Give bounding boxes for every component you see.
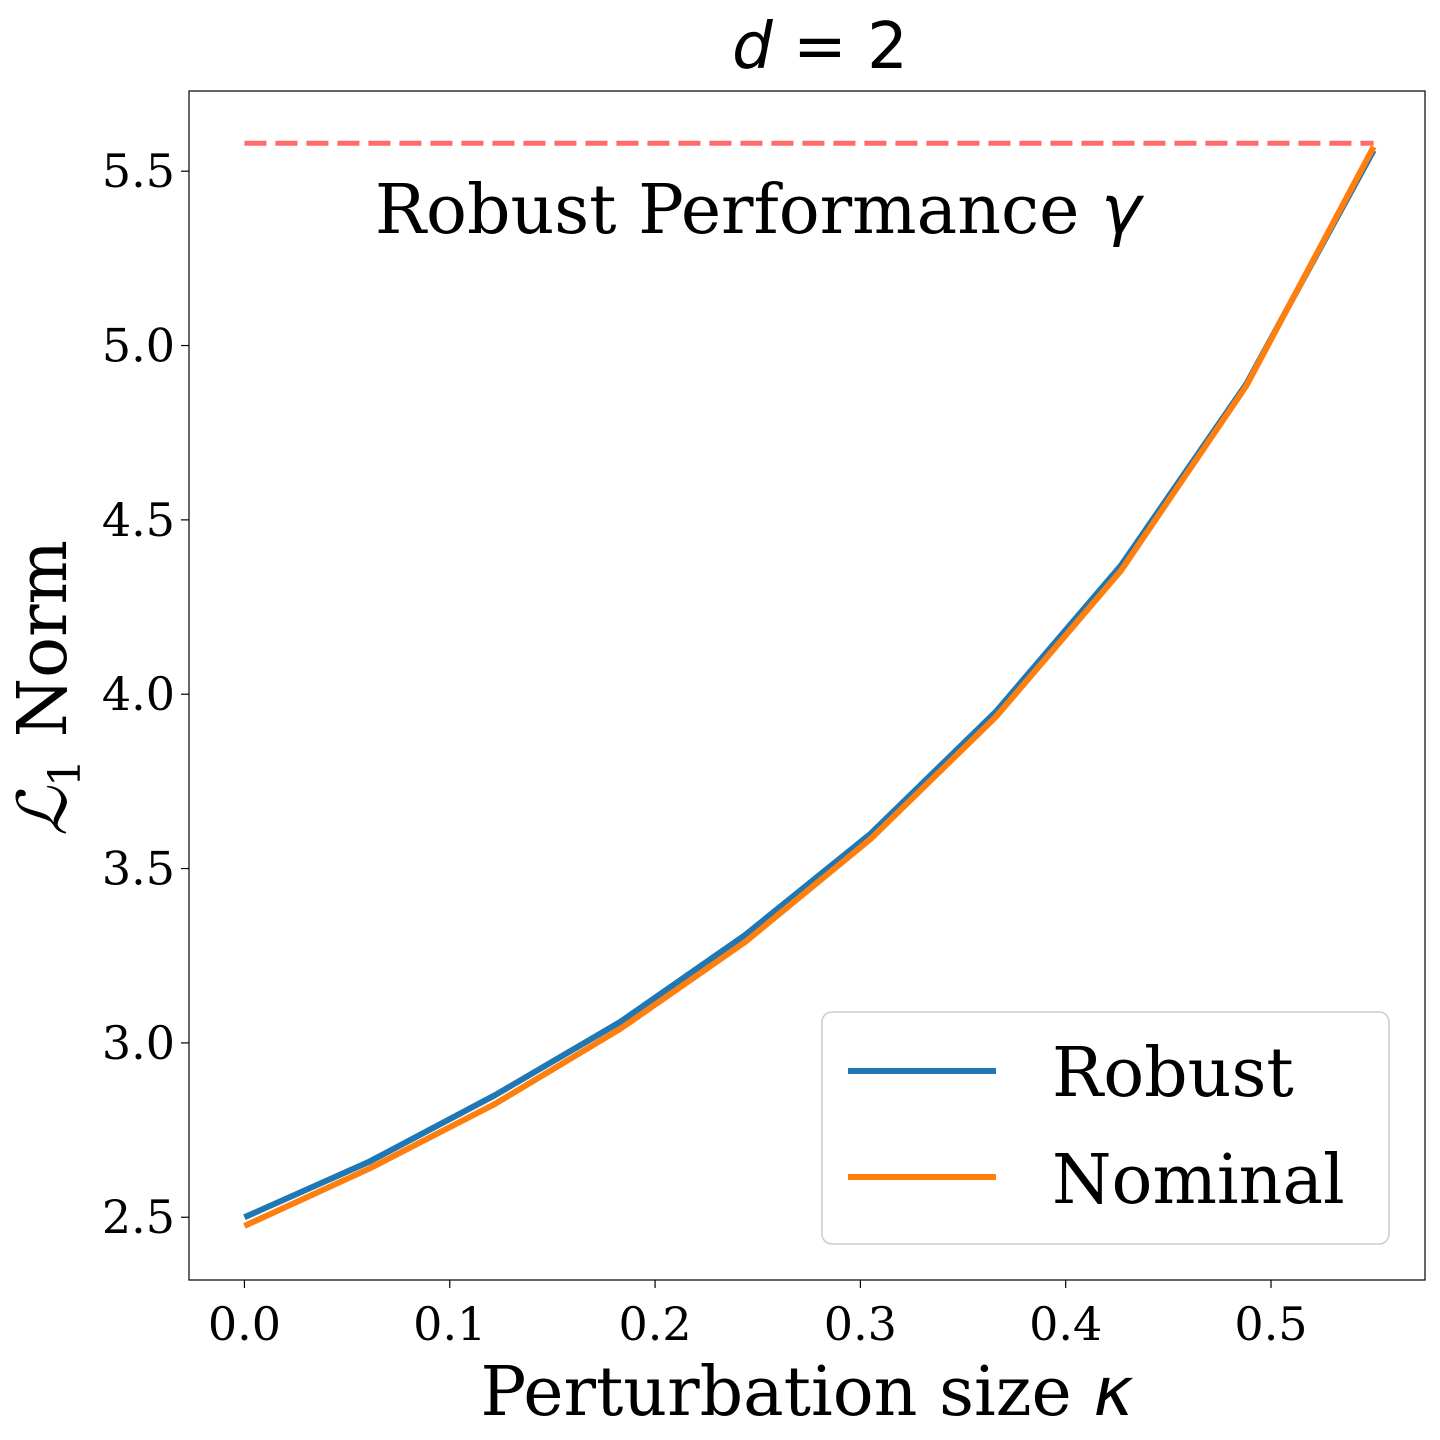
y-tick-label: 5.0 bbox=[102, 319, 175, 373]
annotation-text: Robust Performance bbox=[375, 171, 1101, 250]
legend: Robust Nominal bbox=[821, 1011, 1390, 1245]
y-axis-label-subscript: 1 bbox=[40, 759, 91, 787]
y-axis-ticks: 2.5 3.0 3.5 4.0 4.5 5.0 5.5 bbox=[102, 144, 189, 1244]
x-axis-label-text: Perturbation size bbox=[481, 1353, 1094, 1432]
x-tick-label: 0.1 bbox=[413, 1297, 486, 1351]
y-tick-label: 3.0 bbox=[102, 1016, 175, 1070]
series-line-nominal bbox=[243, 145, 1377, 1229]
legend-label-robust: Robust bbox=[1052, 1034, 1294, 1113]
chart-title: d = 2 bbox=[732, 10, 908, 84]
x-tick-label: 0.0 bbox=[208, 1297, 281, 1351]
annotation-gamma-symbol: γ bbox=[1101, 171, 1145, 250]
y-tick-label: 3.5 bbox=[102, 842, 175, 896]
x-tick-label: 0.5 bbox=[1234, 1297, 1307, 1351]
chart-title-var: d bbox=[732, 10, 773, 84]
y-axis-label-symbol: ℒ bbox=[4, 785, 83, 836]
y-tick-label: 5.5 bbox=[102, 144, 175, 198]
x-tick-label: 0.4 bbox=[1029, 1297, 1102, 1351]
y-axis-label-text: Norm bbox=[4, 540, 83, 759]
y-tick-label: 4.5 bbox=[102, 493, 175, 547]
x-tick-label: 0.3 bbox=[824, 1297, 897, 1351]
x-axis-label-kappa: κ bbox=[1093, 1353, 1133, 1432]
chart-title-rest: = 2 bbox=[773, 10, 908, 84]
series-group bbox=[243, 145, 1377, 1229]
x-tick-label: 0.2 bbox=[618, 1297, 691, 1351]
y-tick-label: 2.5 bbox=[102, 1190, 175, 1244]
x-axis-label: Perturbation size κ bbox=[481, 1353, 1134, 1432]
y-axis-label: ℒ1 Norm bbox=[4, 540, 91, 836]
annotation-robust-performance: Robust Performance γ bbox=[375, 171, 1145, 250]
legend-label-nominal: Nominal bbox=[1052, 1141, 1345, 1220]
x-axis-ticks: 0.0 0.1 0.2 0.3 0.4 0.5 bbox=[208, 1280, 1308, 1351]
y-tick-label: 4.0 bbox=[102, 667, 175, 721]
